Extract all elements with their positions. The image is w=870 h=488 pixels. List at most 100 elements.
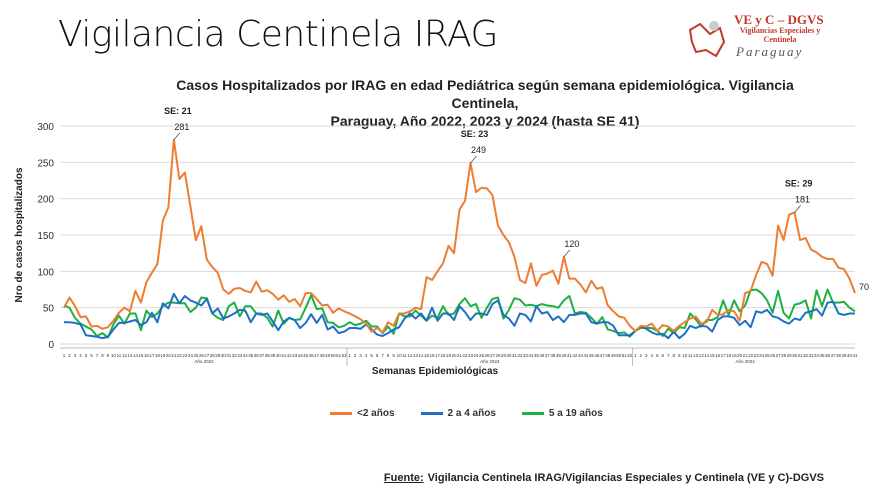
x-tick-label: 33 [809,353,815,358]
x-tick-label: 10 [682,353,688,358]
source-footer: Fuente: Vigilancia Centinela IRAG/Vigilan… [383,472,824,484]
x-tick-label: 20 [737,353,743,358]
x-tick-label: 31 [798,353,804,358]
x-tick-label: 16 [430,353,436,358]
x-tick-label: 14 [133,353,139,358]
x-tick-label: 1 [634,353,637,358]
x-tick-label: 38 [265,353,271,358]
x-tick-label: 23 [754,353,760,358]
x-tick-label: 38 [836,353,842,358]
x-tick-label: 13 [699,353,705,358]
x-tick-label: 41 [567,353,573,358]
x-tick-label: 22 [462,353,468,358]
x-tick-label: 2 [640,353,643,358]
x-tick-label: 40 [276,353,282,358]
x-tick-label: 38 [550,353,556,358]
data-label: 281 [174,122,189,132]
x-tick-label: 40 [561,353,567,358]
data-label: 120 [564,239,579,249]
x-tick-label: 39 [556,353,562,358]
peak-label: SE: 23 [461,129,489,139]
x-tick-label: 24 [759,353,765,358]
x-tick-label: 24 [188,353,194,358]
x-tick-label: 29 [215,353,221,358]
x-tick-label: 3 [74,353,77,358]
x-tick-label: 11 [117,353,122,358]
x-tick-label: 17 [435,353,441,358]
x-tick-label: 50 [331,353,337,358]
x-tick-label: 43 [292,353,298,358]
peak-label: SE: 21 [164,106,192,116]
x-tick-label: 20 [451,353,457,358]
x-tick-label: 33 [237,353,243,358]
year-label: Año 2022 [194,359,214,364]
x-tick-label: 47 [600,353,606,358]
x-tick-label: 10 [111,353,117,358]
x-tick-label: 4 [79,353,82,358]
x-tick-label: 19 [160,353,166,358]
x-tick-label: 26 [770,353,776,358]
x-tick-label: 4 [365,353,368,358]
x-tick-label: 37 [545,353,551,358]
x-tick-label: 15 [424,353,430,358]
data-label: 249 [471,145,486,155]
year-label: Año 2023 [480,359,500,364]
leader-line [173,132,181,141]
x-tick-label: 13 [127,353,133,358]
x-tick-label: 18 [726,353,732,358]
x-tick-label: 39 [842,353,848,358]
x-tick-label: 6 [661,353,664,358]
leader-line [470,155,477,164]
x-tick-label: 5 [656,353,659,358]
x-tick-label: 5 [85,353,88,358]
slide-title: Vigilancia Centinela IRAG [58,14,498,55]
x-tick-label: 17 [149,353,155,358]
x-tick-label: 29 [787,353,793,358]
x-tick-label: 8 [387,353,390,358]
x-tick-label: 2 [354,353,357,358]
legend-item: 5 a 19 años [521,408,603,419]
series-line [63,288,856,339]
x-tick-label: 47 [314,353,320,358]
legend-item: <2 años [330,408,395,419]
year-label: Año 2024 [735,359,755,364]
x-tick-label: 24 [473,353,479,358]
x-tick-label: 13 [413,353,419,358]
x-tick-label: 40 [847,353,853,358]
x-tick-label: 51 [622,353,628,358]
x-tick-label: 42 [572,353,578,358]
x-tick-label: 46 [594,353,600,358]
x-tick-label: 15 [710,353,716,358]
x-tick-label: 27 [776,353,782,358]
x-tick-label: 4 [650,353,653,358]
x-tick-label: 34 [528,353,534,358]
x-tick-label: 26 [484,353,490,358]
y-tick-label: 0 [48,340,54,351]
x-tick-label: 21 [743,353,749,358]
x-tick-label: 37 [259,353,265,358]
x-tick-label: 36 [254,353,260,358]
x-tick-label: 27 [204,353,210,358]
x-tick-label: 19 [732,353,738,358]
x-tick-label: 10 [397,353,403,358]
legend-item: 2 a 4 años [420,408,496,419]
y-axis-title: Nro de casos hospitalizados [14,167,25,302]
y-tick-label: 300 [37,122,54,133]
x-tick-label: 48 [320,353,326,358]
x-tick-label: 1 [63,353,66,358]
x-tick-label: 3 [359,353,362,358]
x-tick-label: 12 [693,353,699,358]
x-tick-label: 1 [348,353,351,358]
x-tick-label: 35 [534,353,540,358]
x-tick-label: 36 [539,353,545,358]
x-tick-label: 34 [243,353,249,358]
x-tick-label: 27 [490,353,496,358]
leader-line [794,205,801,213]
x-tick-label: 50 [616,353,622,358]
x-tick-label: 28 [210,353,216,358]
series-line [64,292,855,340]
x-tick-label: 30 [792,353,798,358]
y-tick-label: 100 [37,267,54,278]
x-tick-label: 45 [589,353,595,358]
x-axis-title: Semanas Epidemiológicas [372,366,499,377]
